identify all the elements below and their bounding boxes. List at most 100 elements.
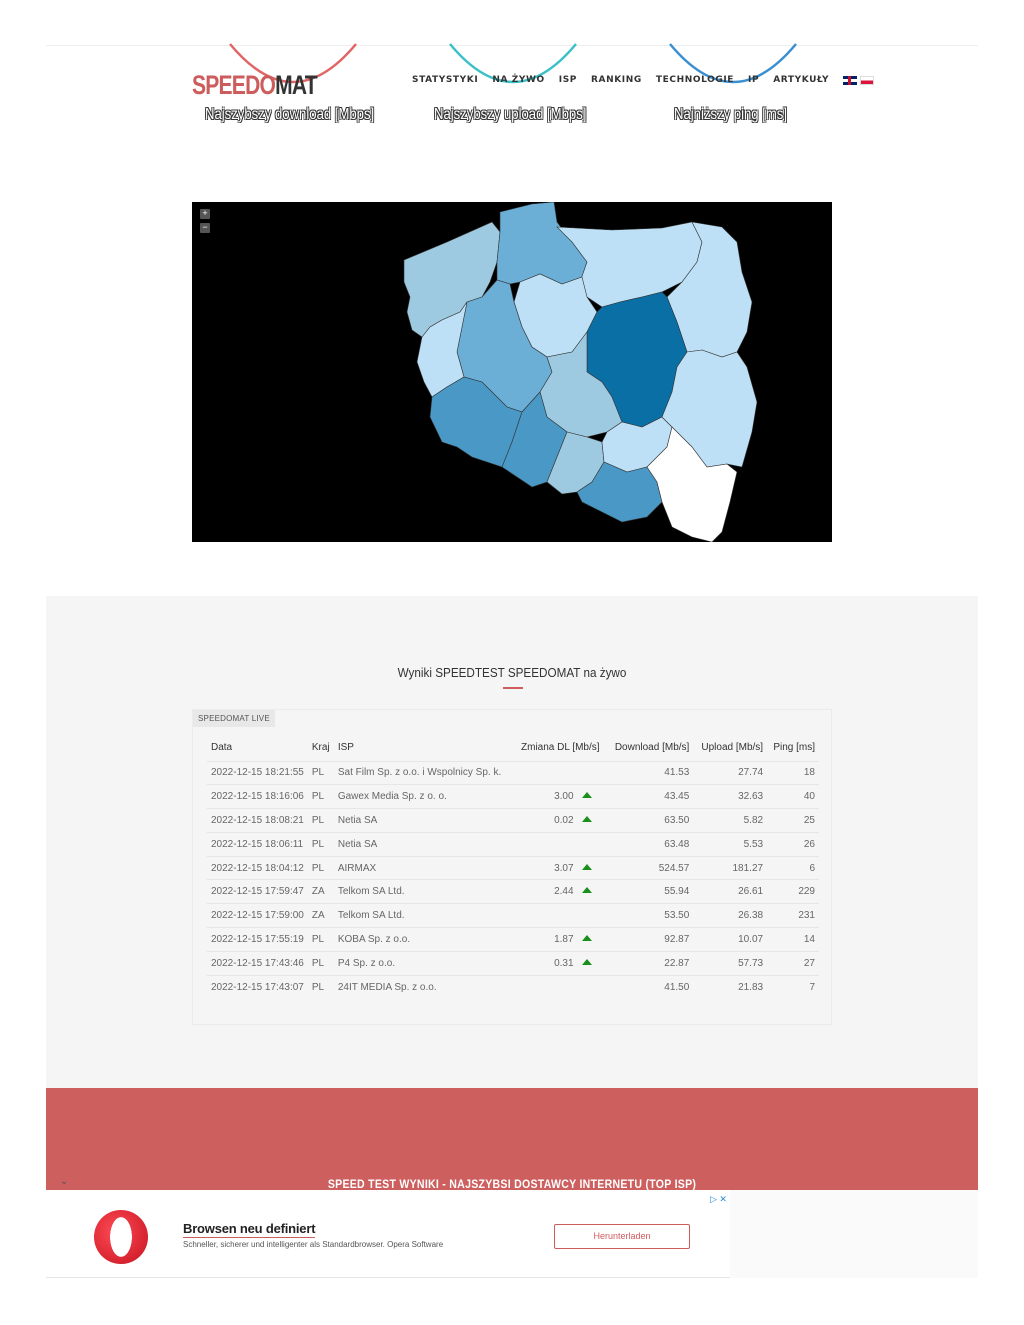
dl-change-value: 3.00 <box>554 791 574 803</box>
row-isp: 24IT MEDIA Sp. z o.o. <box>333 974 509 999</box>
nav-artykuly[interactable]: ARTYKUŁY <box>773 75 830 85</box>
row-upload: 26.61 <box>693 879 768 904</box>
ad-close-icon[interactable]: ▷ ✕ <box>710 1194 727 1204</box>
row-date: 2022-12-15 17:55:19 <box>207 927 308 952</box>
ad-subtitle: Schneller, sicherer und intelligenter al… <box>183 1240 444 1249</box>
upload-gauge-label: Najszybszy upload [Mbps] <box>434 106 587 123</box>
row-country: PL <box>307 784 334 809</box>
row-upload: 10.07 <box>693 927 768 952</box>
row-download: 55.94 <box>603 879 694 904</box>
zoom-in-button[interactable]: + <box>200 209 210 219</box>
nav-isp[interactable]: ISP <box>558 75 577 85</box>
logo-part-1: SPEEDO <box>192 70 276 100</box>
ping-gauge-arc <box>669 43 797 84</box>
row-dl-change <box>508 903 604 928</box>
row-isp: P4 Sp. z o.o. <box>333 950 509 976</box>
row-country: PL <box>307 855 334 880</box>
row-ping: 231 <box>767 903 819 928</box>
live-results-table: Data Kraj ISP Zmiana DL [Mb/s] Download … <box>207 737 819 999</box>
row-ping: 18 <box>767 760 819 785</box>
row-ping: 14 <box>767 927 819 952</box>
ad-banner[interactable]: Browsen neu definiert Schneller, sichere… <box>46 1190 978 1278</box>
ad-side-panel <box>730 1190 978 1278</box>
row-country: PL <box>307 974 334 999</box>
dl-change-value: 1.87 <box>554 933 574 945</box>
nav-ip[interactable]: IP <box>748 75 760 85</box>
row-country: PL <box>307 760 334 785</box>
arrow-up-icon <box>581 815 592 822</box>
arrow-up-icon <box>581 934 592 941</box>
nav-ranking[interactable]: RANKING <box>591 75 642 85</box>
col-upload[interactable]: Upload [Mb/s] <box>701 742 764 754</box>
region-podkarpackie <box>646 426 738 542</box>
arrow-up-icon <box>581 863 592 870</box>
live-results-body: 2022-12-15 18:21:55 PL Sat Film Sp. z o.o.… <box>207 760 819 999</box>
row-download: 53.50 <box>603 903 694 928</box>
zoom-out-button[interactable]: − <box>200 223 210 233</box>
opera-logo-icon[interactable] <box>94 1210 148 1264</box>
row-download: 524.57 <box>603 855 694 880</box>
row-isp: Sat Film Sp. z o.o. i Wspolnicy Sp. k. <box>333 760 509 785</box>
col-ping[interactable]: Ping [ms] <box>773 742 815 754</box>
table-row: 2022-12-15 17:43:46 PL P4 Sp. z o.o. 0.31 22… <box>207 950 819 976</box>
english-flag-icon[interactable] <box>843 75 858 85</box>
nav-na-zywo[interactable]: NA ŻYWO <box>492 75 545 85</box>
row-ping: 26 <box>767 831 819 857</box>
ad-title[interactable]: Browsen neu definiert <box>183 1221 316 1236</box>
voivodeship-map <box>403 202 758 542</box>
row-ping: 25 <box>767 808 819 833</box>
table-header-row: Data Kraj ISP Zmiana DL [Mb/s] Download … <box>207 737 819 761</box>
row-download: 63.50 <box>603 808 694 833</box>
row-upload: 5.53 <box>693 831 768 857</box>
row-upload: 21.83 <box>693 974 768 999</box>
site-logo[interactable]: SPEEDOMAT <box>192 70 318 101</box>
row-ping: 229 <box>767 879 819 904</box>
col-date[interactable]: Data <box>211 742 233 754</box>
row-date: 2022-12-15 17:43:07 <box>207 974 308 999</box>
row-date: 2022-12-15 18:04:12 <box>207 855 308 880</box>
table-row: 2022-12-15 17:59:47 ZA Telkom SA Ltd. 2.44 5… <box>207 879 819 904</box>
row-isp: Gawex Media Sp. z o. o. <box>333 784 509 809</box>
row-country: PL <box>307 927 334 952</box>
ad-download-button[interactable]: Herunterladen <box>554 1224 690 1249</box>
row-dl-change: 0.31 <box>508 950 604 976</box>
ad-title-underline <box>183 1237 315 1238</box>
chevron-down-icon[interactable]: ⌄ <box>60 1176 69 1187</box>
row-dl-change <box>508 760 604 785</box>
title-underline <box>503 687 523 689</box>
row-dl-change: 3.07 <box>508 855 604 880</box>
row-date: 2022-12-15 18:21:55 <box>207 760 308 785</box>
row-country: PL <box>307 831 334 857</box>
table-row: 2022-12-15 17:55:19 PL KOBA Sp. z o.o. 1.87… <box>207 927 819 952</box>
dl-change-value: 0.31 <box>554 957 574 969</box>
row-isp: Telkom SA Ltd. <box>333 879 509 904</box>
nav-statystyki[interactable]: STATYSTYKI <box>412 75 479 85</box>
row-dl-change <box>508 974 604 999</box>
row-date: 2022-12-15 18:16:06 <box>207 784 308 809</box>
row-upload: 26.38 <box>693 903 768 928</box>
row-isp: Netia SA <box>333 831 509 857</box>
dl-change-value: 0.02 <box>554 814 574 826</box>
row-date: 2022-12-15 17:43:46 <box>207 950 308 976</box>
dl-change-value: 3.07 <box>554 862 574 874</box>
arrow-up-icon <box>581 958 592 965</box>
download-gauge-label: Najszybszy download [Mbps] <box>205 106 375 123</box>
col-dl-change[interactable]: Zmiana DL [Mb/s] <box>521 742 600 754</box>
nav-technologie[interactable]: TECHNOLOGIE <box>655 75 735 85</box>
row-dl-change: 1.87 <box>508 927 604 952</box>
row-upload: 32.63 <box>693 784 768 809</box>
polish-flag-icon[interactable] <box>860 75 875 85</box>
top-isp-section: ⌄ SPEED TEST WYNIKI - NAJSZYBSI DOSTAWCY… <box>46 1088 978 1191</box>
col-isp[interactable]: ISP <box>337 742 354 754</box>
col-download[interactable]: Download [Mb/s] <box>614 742 690 754</box>
table-row: 2022-12-15 17:43:07 PL 24IT MEDIA Sp. z o.… <box>207 974 819 999</box>
row-date: 2022-12-15 17:59:47 <box>207 879 308 904</box>
row-date: 2022-12-15 17:59:00 <box>207 903 308 928</box>
row-date: 2022-12-15 18:06:11 <box>207 831 308 857</box>
row-download: 63.48 <box>603 831 694 857</box>
col-country[interactable]: Kraj <box>311 742 330 754</box>
live-results-section: Wyniki SPEEDTEST SPEEDOMAT na żywo SPEED… <box>46 596 978 1088</box>
table-row: 2022-12-15 18:06:11 PL Netia SA 63.48 5.53 26 <box>207 831 819 857</box>
poland-map[interactable]: + − <box>192 202 832 542</box>
row-country: PL <box>307 808 334 833</box>
